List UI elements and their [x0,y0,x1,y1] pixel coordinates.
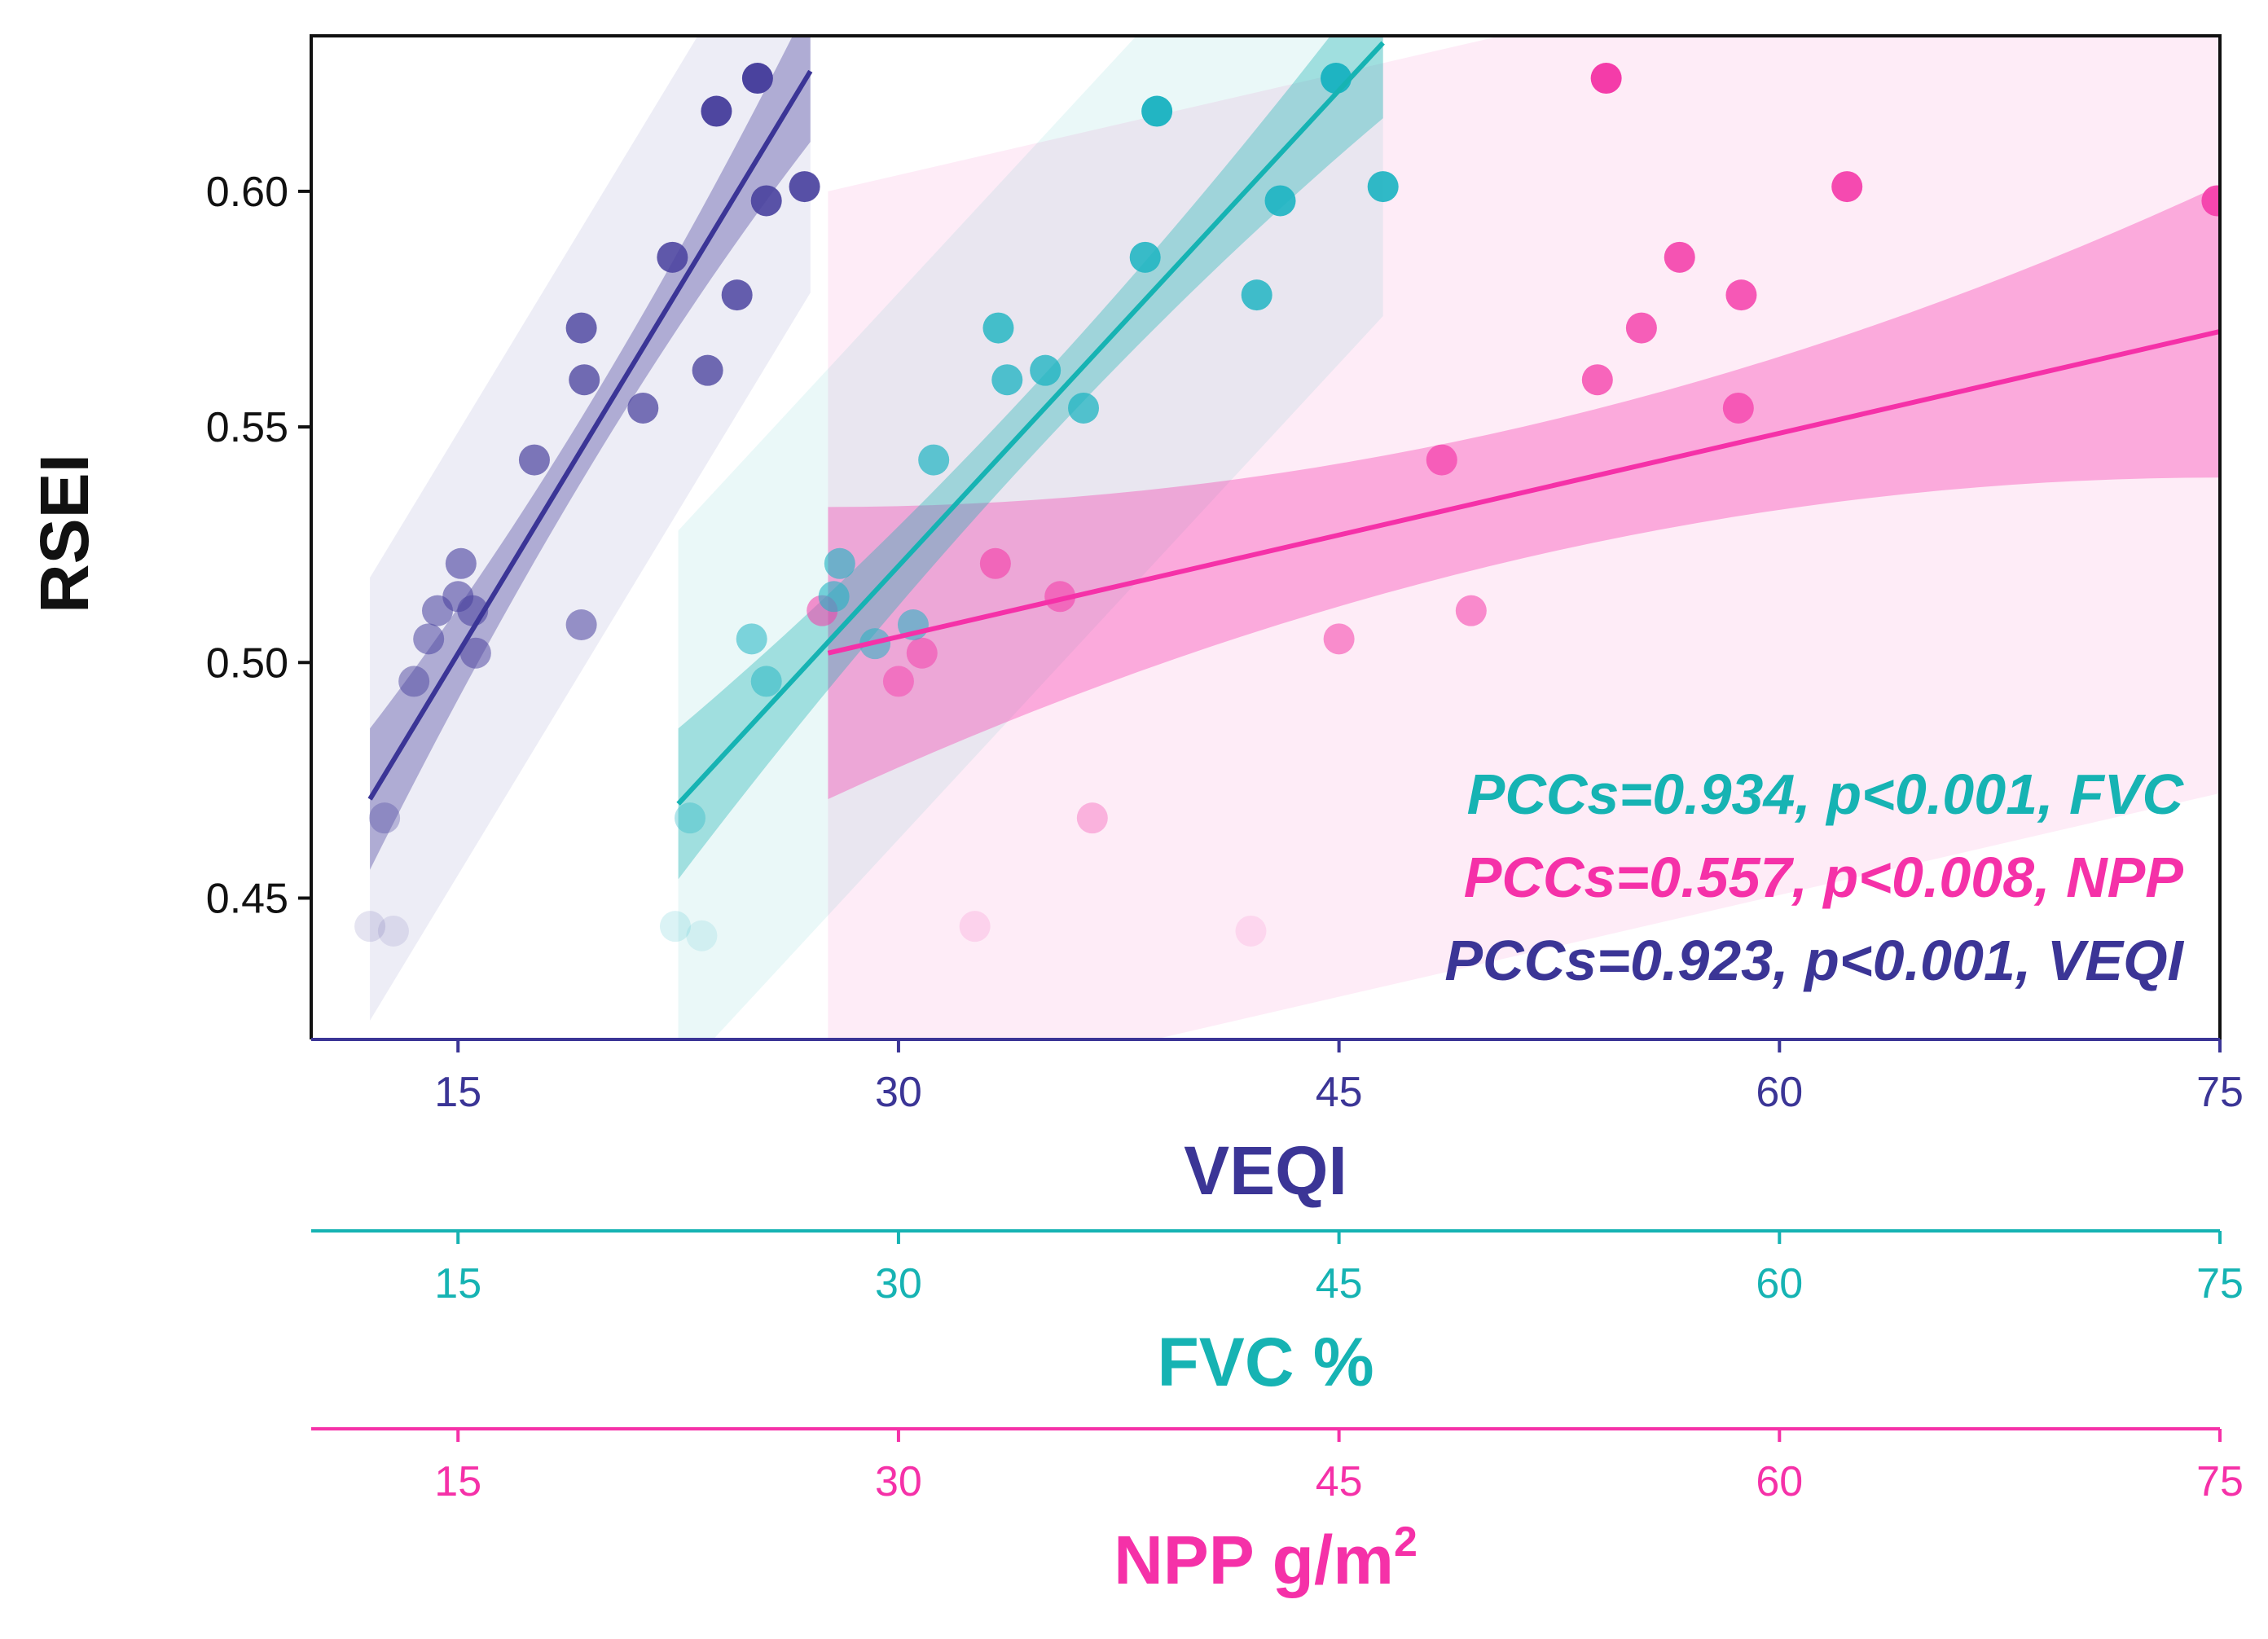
npp-point [979,547,1011,579]
y-tick-label: 0.60 [206,169,288,216]
veqi-axis-title: VEQI [1184,1132,1347,1209]
npp-point [1831,171,1863,203]
fvc-point [750,666,782,697]
veqi-point [354,911,386,943]
y-axis-title: RSEI [26,454,103,613]
veqi-point [741,63,773,94]
npp-axis-title: NPP g/m2 [1114,1518,1418,1598]
npp-tick-label: 15 [434,1458,481,1505]
y-tick-label: 0.45 [206,875,288,922]
veqi-point [692,354,723,386]
npp-point [1625,312,1657,344]
fvc-point [982,312,1014,344]
fvc-point [1264,185,1296,217]
npp-point [1076,802,1108,834]
fvc-axis: 15 30 45 60 75 FVC % [311,1229,2244,1400]
fvc-point [1241,279,1272,311]
veqi-prediction-band [370,36,811,1021]
annotation-npp: PCCs=0.557, p<0.008, NPP [1464,846,2184,909]
fvc-axis-title: FVC % [1157,1324,1374,1400]
fvc-point [1129,241,1161,273]
fvc-tick-label: 30 [875,1260,922,1307]
fvc-point [1141,95,1173,127]
fvc-tick-label: 15 [434,1260,481,1307]
npp-point [1455,595,1487,626]
veqi-point [445,547,477,579]
npp-point [1323,623,1355,655]
fvc-prediction-band [678,36,1383,1039]
fvc-confidence-band [678,36,1383,880]
npp-tick-label: 45 [1316,1458,1363,1505]
veqi-point [789,171,820,203]
veqi-point [627,392,659,424]
npp-tick-label: 60 [1756,1458,1803,1505]
fvc-point [674,802,705,834]
veqi-confidence-band [370,36,811,870]
npp-point [1722,392,1754,424]
fvc-point [1030,354,1061,386]
veqi-point [701,95,732,127]
veqi-axis: 15 30 45 60 75 VEQI [434,1039,2244,1209]
veqi-point [377,915,409,947]
npp-point [1581,364,1613,396]
veqi-tick-label: 30 [875,1069,922,1116]
npp-axis: 15 30 45 60 75 NPP g/m2 [311,1427,2244,1598]
annotation-veqi: PCCs=0.923, p<0.001, VEQI [1444,929,2184,992]
npp-point [906,637,938,669]
fvc-point [824,547,855,579]
npp-tick-label: 75 [2196,1458,2244,1505]
fvc-point [736,623,767,655]
veqi-point [398,666,430,697]
fvc-point [991,364,1023,396]
npp-point [1426,444,1457,476]
veqi-point [369,802,401,834]
npp-point [1664,241,1695,273]
npp-fit-line [827,328,2220,656]
npp-point [1725,279,1757,311]
y-tick-label: 0.50 [206,639,288,687]
veqi-point [750,185,782,217]
y-tick-label: 0.55 [206,404,288,451]
veqi-point [569,364,600,396]
fvc-point [918,444,950,476]
fvc-tick-label: 75 [2196,1260,2244,1307]
fvc-point [818,581,850,613]
npp-point [959,911,991,943]
fvc-fit-line [676,41,1385,806]
npp-point [2201,185,2220,217]
veqi-point [413,623,445,655]
npp-point [1044,581,1076,613]
annotations: PCCs=0.934, p<0.001, FVC PCCs=0.557, p<0… [1444,762,2184,992]
veqi-point [565,312,597,344]
fvc-point [659,911,691,943]
npp-point [1590,63,1622,94]
veqi-point [721,279,753,311]
veqi-fit-line [367,69,813,801]
veqi-point [657,241,688,273]
veqi-tick-label: 60 [1756,1069,1803,1116]
npp-prediction-band [828,36,2220,1039]
npp-point [1235,915,1267,947]
npp-point [882,666,914,697]
annotation-fvc: PCCs=0.934, p<0.001, FVC [1467,762,2185,826]
fvc-point [1367,171,1399,203]
veqi-point [565,609,597,641]
fvc-point [1068,392,1100,424]
veqi-tick-label: 45 [1316,1069,1363,1116]
veqi-tick-label: 75 [2196,1069,2244,1116]
fvc-tick-label: 45 [1316,1260,1363,1307]
fvc-tick-label: 60 [1756,1260,1803,1307]
veqi-point [518,444,550,476]
fvc-point [686,920,718,951]
veqi-tick-label: 15 [434,1069,481,1116]
npp-tick-label: 30 [875,1458,922,1505]
veqi-point [459,637,491,669]
fvc-point [1321,63,1352,94]
plot-frame [310,34,2222,1039]
